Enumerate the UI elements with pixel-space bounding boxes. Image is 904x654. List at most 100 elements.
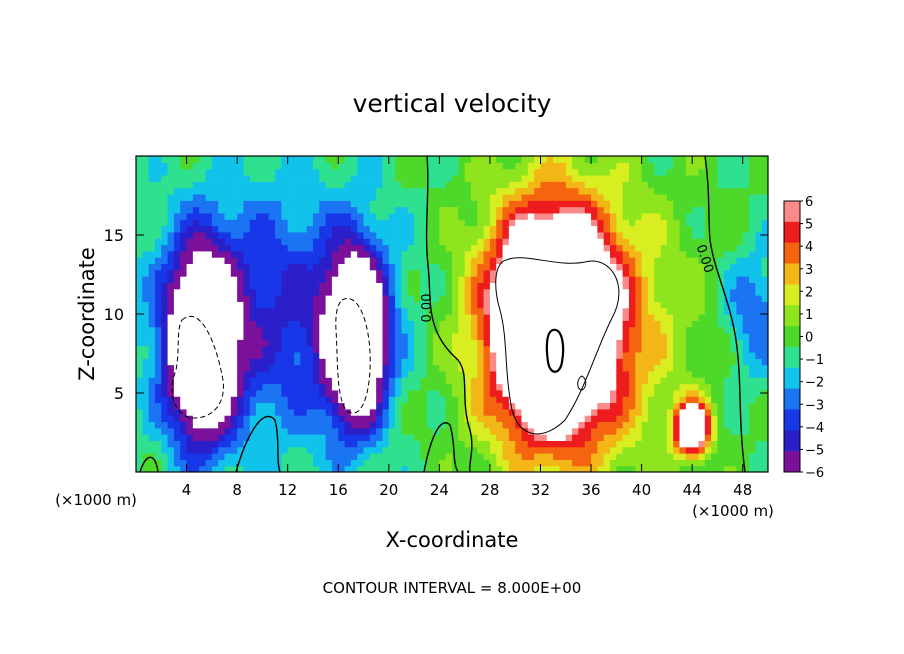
heatmap-cell bbox=[180, 427, 188, 435]
heatmap-cell bbox=[218, 276, 226, 283]
heatmap-cell bbox=[300, 231, 308, 239]
heatmap-cell bbox=[407, 250, 415, 258]
heatmap-cell bbox=[584, 446, 592, 454]
heatmap-cell bbox=[167, 156, 175, 163]
heatmap-cell bbox=[755, 427, 763, 435]
heatmap-cell bbox=[603, 269, 611, 277]
heatmap-cell bbox=[275, 200, 282, 208]
heatmap-cell bbox=[268, 370, 276, 378]
heatmap-cell bbox=[515, 358, 523, 366]
heatmap-cell bbox=[553, 193, 561, 201]
heatmap-cell bbox=[294, 219, 301, 227]
heatmap-cell bbox=[211, 282, 219, 290]
heatmap-cell bbox=[464, 231, 472, 239]
heatmap-cell bbox=[477, 187, 485, 195]
heatmap-cell bbox=[761, 465, 768, 472]
heatmap-cell bbox=[584, 332, 592, 340]
heatmap-cell bbox=[426, 421, 434, 429]
heatmap-cell bbox=[489, 434, 497, 441]
heatmap-cell bbox=[414, 383, 421, 391]
heatmap-cell bbox=[388, 244, 396, 252]
heatmap-cell bbox=[603, 345, 611, 353]
heatmap-cell bbox=[508, 225, 516, 233]
heatmap-cell bbox=[565, 383, 573, 391]
heatmap-cell bbox=[363, 427, 371, 435]
heatmap-cell bbox=[534, 389, 542, 397]
heatmap-cell bbox=[186, 288, 194, 296]
heatmap-cell bbox=[489, 174, 497, 182]
heatmap-cell bbox=[597, 364, 605, 372]
heatmap-cell bbox=[660, 465, 668, 472]
heatmap-cell bbox=[369, 408, 377, 416]
heatmap-cell bbox=[319, 351, 327, 359]
heatmap-cell bbox=[464, 174, 472, 182]
heatmap-cell bbox=[237, 326, 245, 334]
heatmap-cell bbox=[685, 231, 693, 239]
heatmap-cell bbox=[230, 440, 238, 448]
heatmap-cell bbox=[546, 257, 554, 265]
heatmap-cell bbox=[319, 402, 327, 410]
heatmap-cell bbox=[508, 187, 516, 195]
heatmap-cell bbox=[679, 257, 687, 265]
heatmap-cell bbox=[161, 225, 169, 233]
heatmap-cell bbox=[306, 434, 314, 441]
heatmap-cell bbox=[489, 200, 497, 208]
heatmap-cell bbox=[527, 206, 535, 214]
heatmap-cell bbox=[692, 339, 700, 347]
heatmap-cell bbox=[211, 244, 219, 252]
heatmap-cell bbox=[698, 301, 706, 309]
heatmap-cell bbox=[344, 320, 352, 328]
heatmap-cell bbox=[136, 364, 143, 372]
heatmap-cell bbox=[167, 282, 175, 290]
heatmap-cell bbox=[173, 244, 181, 252]
heatmap-cell bbox=[635, 370, 643, 378]
heatmap-cell bbox=[338, 453, 346, 460]
heatmap-cell bbox=[647, 370, 655, 378]
heatmap-cell bbox=[388, 225, 396, 233]
heatmap-cell bbox=[755, 377, 763, 385]
heatmap-cell bbox=[382, 345, 390, 353]
heatmap-cell bbox=[584, 434, 592, 441]
heatmap-cell bbox=[249, 459, 257, 467]
heatmap-cell bbox=[357, 427, 365, 435]
heatmap-cell bbox=[369, 339, 377, 347]
heatmap-cell bbox=[654, 427, 662, 435]
heatmap-cell bbox=[420, 326, 428, 334]
heatmap-cell bbox=[243, 358, 251, 366]
heatmap-cell bbox=[148, 263, 156, 271]
heatmap-cell bbox=[294, 181, 301, 189]
heatmap-cell bbox=[401, 238, 409, 246]
heatmap-cell bbox=[180, 219, 188, 227]
heatmap-cell bbox=[420, 320, 428, 328]
heatmap-cell bbox=[401, 465, 409, 472]
heatmap-cell bbox=[136, 307, 143, 315]
heatmap-cell bbox=[439, 244, 447, 252]
heatmap-cell bbox=[395, 219, 403, 227]
heatmap-cell bbox=[736, 326, 744, 334]
heatmap-cell bbox=[136, 212, 143, 220]
heatmap-cell bbox=[470, 370, 478, 378]
heatmap-cell bbox=[142, 440, 150, 448]
heatmap-cell bbox=[426, 257, 434, 265]
heatmap-cell bbox=[628, 396, 636, 404]
heatmap-cell bbox=[742, 187, 750, 195]
heatmap-cell bbox=[483, 181, 491, 189]
heatmap-cell bbox=[591, 314, 598, 321]
heatmap-cell bbox=[401, 295, 409, 302]
heatmap-cell bbox=[294, 225, 301, 233]
heatmap-cell bbox=[357, 408, 365, 416]
heatmap-cell bbox=[527, 301, 535, 309]
heatmap-cell bbox=[249, 295, 257, 302]
heatmap-cell bbox=[420, 389, 428, 397]
heatmap-cell bbox=[616, 326, 624, 334]
heatmap-cell bbox=[142, 269, 150, 277]
heatmap-cell bbox=[224, 282, 232, 290]
heatmap-cell bbox=[312, 453, 320, 460]
heatmap-cell bbox=[167, 257, 175, 265]
heatmap-cell bbox=[496, 332, 504, 340]
heatmap-cell bbox=[622, 358, 630, 366]
heatmap-cell bbox=[256, 206, 263, 214]
heatmap-cell bbox=[388, 427, 396, 435]
heatmap-cell bbox=[660, 415, 668, 423]
heatmap-cell bbox=[136, 162, 143, 170]
